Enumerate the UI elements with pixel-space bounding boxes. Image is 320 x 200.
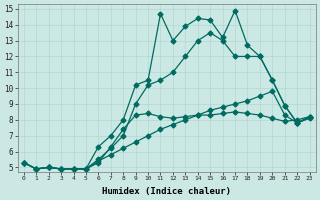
X-axis label: Humidex (Indice chaleur): Humidex (Indice chaleur) bbox=[102, 187, 231, 196]
